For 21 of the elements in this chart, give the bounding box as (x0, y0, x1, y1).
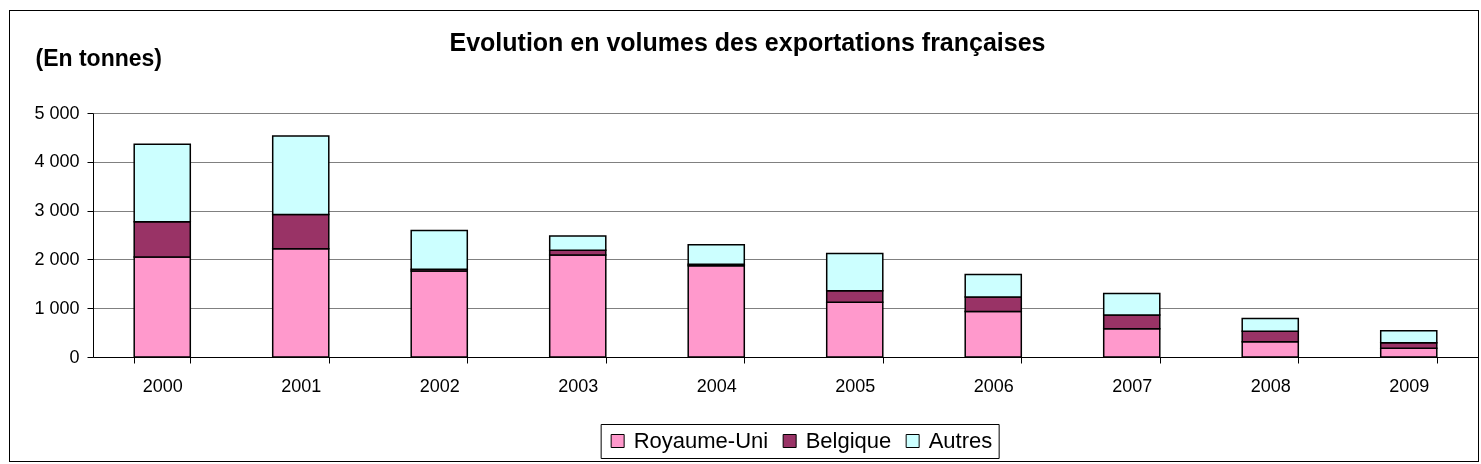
x-tick-label: 2002 (419, 375, 460, 396)
x-tick-label: 2000 (142, 375, 183, 396)
y-tick-label: 1 000 (34, 297, 80, 318)
x-tick-label: 2001 (281, 375, 322, 396)
x-tick-label: 2005 (835, 375, 876, 396)
legend-label: Belgique (805, 428, 892, 453)
x-tick-label: 2007 (1112, 375, 1153, 396)
x-tick-label: 2003 (558, 375, 599, 396)
legend-label: Autres (928, 428, 993, 453)
y-tick-label: 0 (69, 346, 80, 367)
x-tick-label: 2006 (973, 375, 1014, 396)
x-tick-label: 2004 (696, 375, 737, 396)
chart-title: Evolution en volumes des exportations françaises (449, 28, 1046, 56)
y-tick-label: 4 000 (34, 151, 80, 172)
x-tick-label: 2008 (1250, 375, 1291, 396)
x-tick-label: 2009 (1389, 375, 1430, 396)
y-axis-title: (En tonnes) (35, 44, 162, 71)
legend-label: Royaume-Uni (633, 428, 769, 453)
y-tick-label: 3 000 (34, 200, 80, 221)
y-tick-label: 5 000 (34, 102, 80, 123)
y-tick-label: 2 000 (34, 248, 80, 269)
